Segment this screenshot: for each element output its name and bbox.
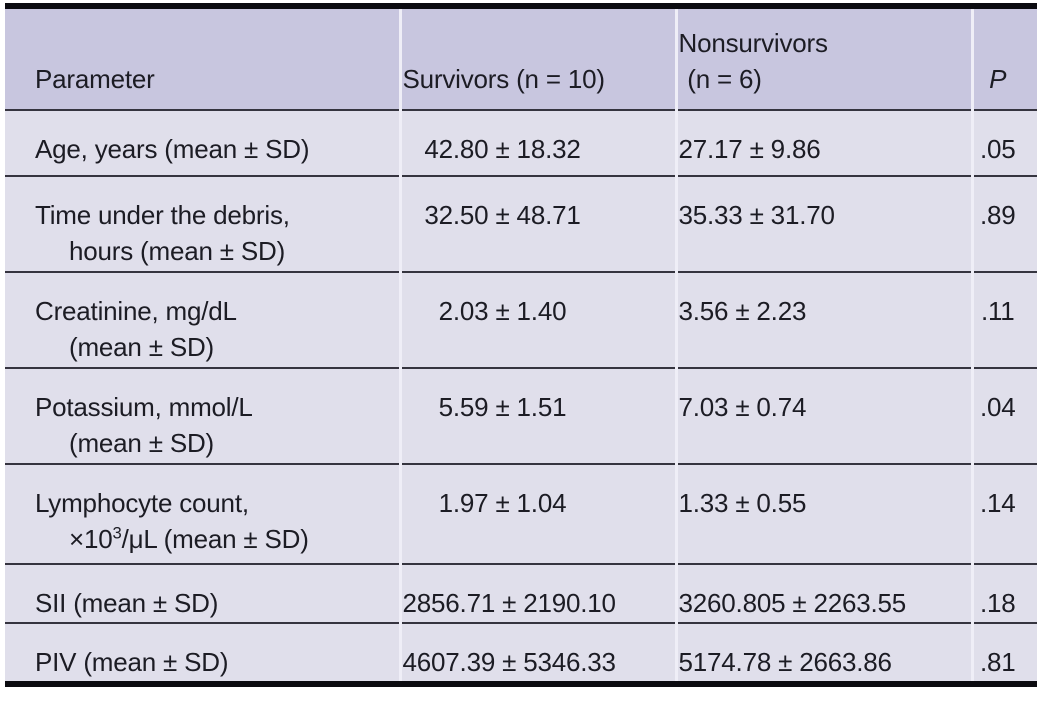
row-label: SII (mean ± SD): [35, 588, 219, 618]
nonsurvivors-value: 27.17 ± 9.86: [674, 110, 972, 177]
label-superscript: 3: [112, 523, 122, 543]
table-row-sii: SII (mean ± SD) 2856.71 ± 2190.10 3260.8…: [5, 564, 1037, 624]
column-header-survivors: Survivors (n = 10): [398, 6, 676, 111]
row-label-line2: hours (mean ± SD): [69, 236, 286, 266]
row-label-cell: Potassium, mmol/L (mean ± SD): [5, 368, 400, 465]
row-label-line2: (mean ± SD): [69, 332, 214, 362]
p-value: .14: [970, 464, 1037, 565]
header-label-line1: Nonsurvivors: [678, 28, 829, 58]
nonsurvivors-value: 3260.805 ± 2263.55: [674, 564, 972, 624]
table-row-age: Age, years (mean ± SD) 42.80 ± 18.32 27.…: [5, 110, 1037, 177]
header-label: P: [989, 64, 1007, 94]
nonsurvivors-value: 5174.78 ± 2663.86: [674, 623, 972, 685]
label-unit-prefix: ×10: [69, 524, 113, 554]
row-label: Potassium, mmol/L: [35, 392, 253, 422]
p-value: .11: [970, 272, 1037, 369]
table-row-potassium: Potassium, mmol/L (mean ± SD) 5.59 ± 1.5…: [5, 368, 1037, 465]
p-value: .81: [970, 623, 1037, 685]
column-header-parameter: Parameter: [5, 6, 400, 111]
nonsurvivors-value: 3.56 ± 2.23: [674, 272, 972, 369]
column-header-nonsurvivors: Nonsurvivors (n = 6): [674, 6, 972, 111]
row-label: Creatinine, mg/dL: [35, 296, 237, 326]
table-row-lymphocyte-count: Lymphocyte count, ×103/μL (mean ± SD) 1.…: [5, 464, 1037, 565]
row-label: Age, years (mean ± SD): [35, 134, 310, 164]
survivors-value: 2.03 ± 1.40: [398, 272, 676, 369]
table-row-time-under-debris: Time under the debris, hours (mean ± SD)…: [5, 176, 1037, 273]
survivors-value: 5.59 ± 1.51: [398, 368, 676, 465]
row-label: Lymphocyte count,: [35, 488, 249, 518]
row-label-cell: Age, years (mean ± SD): [5, 110, 400, 177]
survivors-value: 2856.71 ± 2190.10: [398, 564, 676, 624]
p-value: .05: [970, 110, 1037, 177]
table-row-creatinine: Creatinine, mg/dL (mean ± SD) 2.03 ± 1.4…: [5, 272, 1037, 369]
p-value: .89: [970, 176, 1037, 273]
survivors-value: 1.97 ± 1.04: [398, 464, 676, 565]
header-label: Survivors (n = 10): [402, 64, 606, 94]
row-label-cell: SII (mean ± SD): [5, 564, 400, 624]
nonsurvivors-value: 35.33 ± 31.70: [674, 176, 972, 273]
row-label: Time under the debris,: [35, 200, 290, 230]
label-unit-suffix: /μL (mean ± SD): [121, 524, 309, 554]
survivors-value: 42.80 ± 18.32: [398, 110, 676, 177]
p-value: .04: [970, 368, 1037, 465]
row-label-line2: (mean ± SD): [69, 428, 214, 458]
row-label-cell: PIV (mean ± SD): [5, 623, 400, 685]
header-label: Parameter: [35, 64, 155, 94]
header-label-line2: (n = 6): [687, 64, 762, 94]
row-label-line2: ×103/μL (mean ± SD): [35, 521, 389, 557]
column-header-p: P: [970, 6, 1037, 111]
header-row: Parameter Survivors (n = 10) Nonsurvivor…: [5, 6, 1037, 111]
row-label: PIV (mean ± SD): [35, 647, 229, 677]
survivors-value: 4607.39 ± 5346.33: [398, 623, 676, 685]
nonsurvivors-value: 1.33 ± 0.55: [674, 464, 972, 565]
table-row-piv: PIV (mean ± SD) 4607.39 ± 5346.33 5174.7…: [5, 623, 1037, 685]
row-label-cell: Lymphocyte count, ×103/μL (mean ± SD): [5, 464, 400, 565]
p-value: .18: [970, 564, 1037, 624]
row-label-cell: Creatinine, mg/dL (mean ± SD): [5, 272, 400, 369]
results-table: Parameter Survivors (n = 10) Nonsurvivor…: [5, 3, 1037, 687]
row-label-cell: Time under the debris, hours (mean ± SD): [5, 176, 400, 273]
nonsurvivors-value: 7.03 ± 0.74: [674, 368, 972, 465]
survivors-value: 32.50 ± 48.71: [398, 176, 676, 273]
